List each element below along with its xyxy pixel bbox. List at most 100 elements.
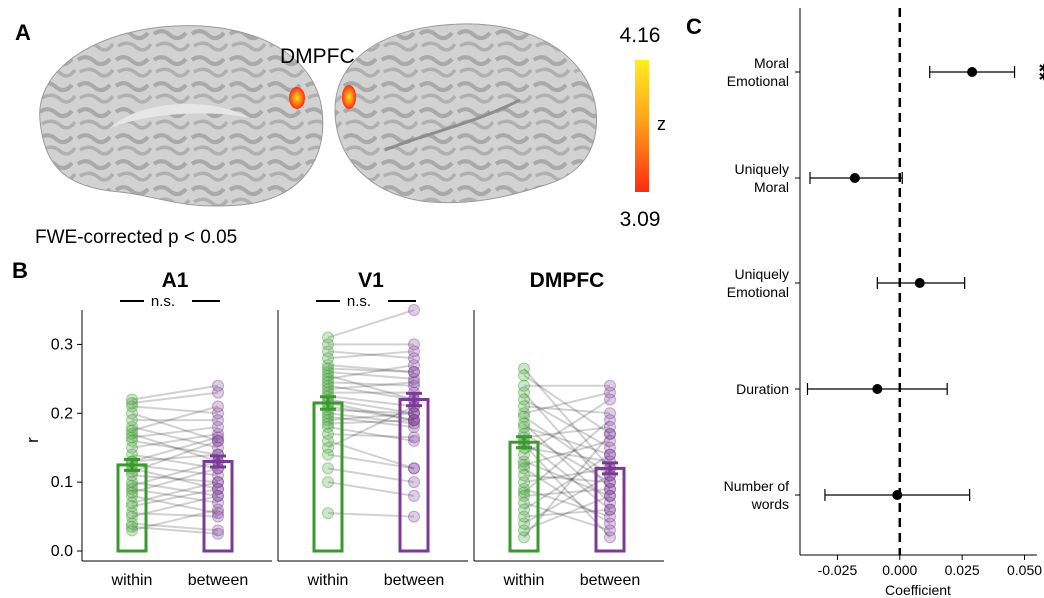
predictor-label: Duration xyxy=(736,381,789,397)
data-point-between xyxy=(604,469,616,482)
data-point-within xyxy=(518,431,530,444)
data-point-between xyxy=(604,455,616,468)
pair-line xyxy=(131,426,219,449)
data-point-within xyxy=(126,469,138,482)
data-point-within xyxy=(126,496,138,509)
data-point-within xyxy=(518,417,530,430)
coefficient-point xyxy=(892,490,903,500)
data-point-within xyxy=(126,400,138,413)
data-point-within xyxy=(126,407,138,420)
data-point-between xyxy=(212,427,224,440)
data-point-within xyxy=(126,500,138,513)
data-point-between xyxy=(212,483,224,496)
pair-line xyxy=(327,309,415,339)
annotation-label: n.s. xyxy=(151,293,175,310)
y-tick-label: 0.0 xyxy=(51,543,73,560)
data-point-between xyxy=(408,414,420,427)
pair-line xyxy=(131,432,219,463)
data-point-within xyxy=(126,424,138,437)
pair-line xyxy=(131,412,219,442)
data-point-within xyxy=(126,448,138,461)
data-point-within xyxy=(126,507,138,520)
x-tick-label: 0.000 xyxy=(882,562,917,578)
pair-line xyxy=(523,415,611,477)
data-point-within xyxy=(518,469,530,482)
data-point-within xyxy=(126,427,138,440)
data-point-between xyxy=(408,407,420,420)
data-point-between xyxy=(408,489,420,502)
data-point-within xyxy=(322,414,334,427)
data-point-within xyxy=(322,396,334,409)
pair-line xyxy=(327,381,415,391)
y-tick-label: 0.3 xyxy=(51,336,73,353)
data-point-between xyxy=(408,414,420,427)
pair-line xyxy=(523,391,611,415)
data-point-between xyxy=(408,400,420,413)
data-point-within xyxy=(322,362,334,375)
pair-line xyxy=(327,350,415,360)
data-point-between xyxy=(212,441,224,454)
colorbar-max-label: 4.16 xyxy=(620,24,661,47)
data-point-between xyxy=(212,462,224,475)
data-point-between xyxy=(604,414,616,427)
data-point-between xyxy=(408,352,420,365)
pair-line xyxy=(327,370,415,380)
data-point-within xyxy=(126,431,138,444)
data-point-within xyxy=(518,503,530,516)
data-point-between xyxy=(408,386,420,399)
data-point-within xyxy=(126,524,138,537)
data-point-within xyxy=(322,403,334,416)
data-point-between xyxy=(212,469,224,482)
data-point-within xyxy=(126,396,138,409)
data-point-between xyxy=(604,427,616,440)
data-point-between xyxy=(212,386,224,399)
data-point-between xyxy=(212,503,224,516)
data-point-within xyxy=(518,496,530,509)
data-point-within xyxy=(126,434,138,447)
data-point-between xyxy=(212,510,224,523)
data-point-between xyxy=(604,448,616,461)
pair-line xyxy=(131,453,219,463)
x-tick-label: within xyxy=(307,572,349,589)
data-point-within xyxy=(322,462,334,475)
data-point-within xyxy=(322,345,334,358)
data-point-between xyxy=(604,421,616,434)
data-point-between xyxy=(408,379,420,392)
x-tick-label: between xyxy=(188,572,249,589)
data-point-between xyxy=(408,462,420,475)
brain-activation-medial xyxy=(289,87,305,109)
brain-lateral-view xyxy=(334,23,598,204)
data-point-between xyxy=(604,483,616,496)
data-point-within xyxy=(518,438,530,451)
data-point-between xyxy=(212,431,224,444)
predictor-label: Uniquely Moral xyxy=(735,161,789,195)
x-tick-label: within xyxy=(503,572,545,589)
data-point-between xyxy=(604,489,616,502)
threshold-caption: FWE-corrected p < 0.05 xyxy=(35,227,237,248)
data-point-within xyxy=(322,376,334,389)
data-point-between xyxy=(604,379,616,392)
data-point-between xyxy=(604,503,616,516)
data-point-between xyxy=(408,462,420,475)
data-point-within xyxy=(126,489,138,502)
data-point-between xyxy=(408,372,420,385)
pair-line xyxy=(131,439,219,456)
data-point-between xyxy=(212,455,224,468)
data-point-within xyxy=(126,421,138,434)
data-point-between xyxy=(604,476,616,489)
data-point-within xyxy=(518,489,530,502)
data-point-between xyxy=(604,434,616,447)
pair-line xyxy=(327,381,415,387)
data-point-within xyxy=(518,476,530,489)
data-point-between xyxy=(408,407,420,420)
coefficient-point xyxy=(967,67,978,77)
data-point-within xyxy=(126,483,138,496)
panel-b-y-axis-label: r xyxy=(23,437,42,443)
data-point-between xyxy=(212,489,224,502)
data-point-between xyxy=(604,386,616,399)
data-point-between xyxy=(604,427,616,440)
data-point-within xyxy=(518,362,530,375)
data-point-between xyxy=(604,462,616,475)
